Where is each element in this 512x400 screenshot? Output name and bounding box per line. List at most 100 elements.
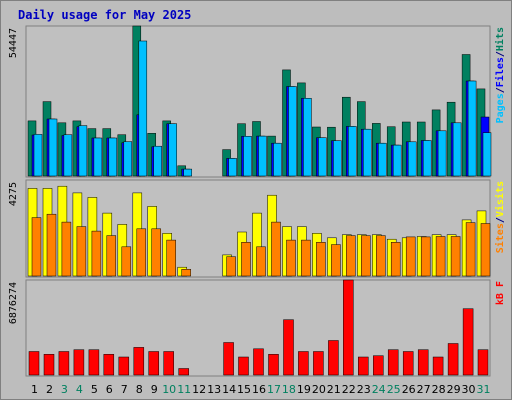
bar-middle-sites-day-7 [121,246,132,277]
bar-bottom-kb-f-day-18 [283,319,294,376]
bar-middle-sites-day-17 [271,221,281,277]
bar-bottom-kb-f-day-8 [133,347,145,376]
bar-bottom-kb-f-day-3 [58,351,70,376]
bar-middle-sites-day-16 [256,246,266,277]
bar-middle-sites-day-27 [420,236,431,277]
xtick-day-20: 20 [312,383,326,396]
bar-bottom-kb-f-day-16 [253,348,264,376]
bar-top-pages-day-18 [288,86,297,177]
bar-top-pages-day-9 [153,145,162,177]
bar-middle-sites-day-9 [151,228,161,277]
xtick-day-5: 5 [91,383,98,396]
bar-bottom-kb-f-day-10 [163,351,174,376]
bar-top-pages-day-17 [273,142,282,177]
bar-top-pages-day-30 [467,80,477,177]
bar-bottom-kb-f-day-2 [43,354,55,376]
bar-middle-sites-day-11 [181,269,191,277]
bar-bottom-kb-f-day-17 [268,354,279,376]
bar-top-pages-day-14 [228,158,237,177]
legend-top-part-0: Pages [495,93,506,123]
xtick-day-25: 25 [387,383,401,396]
xtick-day-19: 19 [297,383,311,396]
xtick-day-15: 15 [237,383,251,396]
bar-middle-sites-day-23 [361,235,371,277]
xtick-day-11: 11 [177,383,191,396]
bar-middle-sites-day-18 [286,239,296,277]
bar-middle-sites-day-20 [316,242,326,277]
legend-middle-part-1: / [495,217,506,223]
xtick-day-2: 2 [46,383,53,396]
xtick-day-21: 21 [327,383,341,396]
bar-bottom-kb-f-day-24 [373,355,384,376]
legend-top: Pages/Files/Hits [494,27,506,123]
bar-top-pages-day-23 [363,128,372,177]
xtick-day-27: 27 [417,383,431,396]
bar-bottom-kb-f-day-22 [343,279,354,376]
xtick-day-22: 22 [342,383,356,396]
xtick-day-23: 23 [357,383,371,396]
bar-top-pages-day-24 [378,142,387,177]
bar-bottom-kb-f-day-6 [103,354,115,376]
xtick-day-3: 3 [61,383,68,396]
bar-top-pages-day-15 [243,136,252,177]
xtick-day-12: 12 [192,383,206,396]
legend-top-part-4: Hits [494,27,506,51]
ytick-max-top: 54447 [8,28,19,58]
xtick-day-29: 29 [447,383,461,396]
bar-bottom-kb-f-day-5 [88,349,100,376]
ytick-max-middle: 4275 [8,182,19,206]
xtick-day-7: 7 [121,383,128,396]
bar-top-pages-day-26 [407,141,417,177]
bar-bottom-kb-f-day-25 [387,349,399,376]
bar-bottom-kb-f-day-7 [118,356,130,376]
xtick-day-4: 4 [76,383,83,396]
bar-top-pages-day-22 [348,126,357,177]
bar-top-pages-day-6 [108,137,118,177]
bar-bottom-kb-f-day-30 [462,308,474,376]
bar-top-pages-day-5 [93,137,103,177]
bar-top-pages-day-16 [258,135,267,177]
bar-middle-sites-day-5 [91,230,102,277]
bar-middle-sites-day-10 [166,239,176,277]
bar-middle-sites-day-15 [241,242,251,277]
bar-middle-sites-day-25 [390,242,401,277]
bar-middle-sites-day-3 [61,221,72,277]
bar-middle-sites-day-29 [450,236,461,277]
bar-bottom-kb-f-day-31 [477,349,489,376]
bar-middle-sites-day-28 [435,236,446,277]
bar-top-pages-day-27 [422,140,432,177]
bar-bottom-kb-f-day-14 [223,342,234,376]
xtick-day-1: 1 [31,383,38,396]
xtick-day-14: 14 [222,383,236,396]
xtick-day-26: 26 [402,383,416,396]
legend-bottom: kB F [495,281,506,305]
ytick-max-bottom: 6876274 [8,282,19,324]
xtick-day-18: 18 [282,383,296,396]
bar-bottom-kb-f-day-26 [402,351,414,376]
bar-middle-sites-day-19 [301,239,311,277]
bar-top-pages-day-21 [333,140,342,177]
bar-top-pages-day-3 [63,134,73,177]
bar-middle-sites-day-8 [136,228,147,277]
legend-middle-part-0: Sites [494,223,506,253]
bar-middle-sites-day-2 [46,213,57,277]
bar-top-pages-day-29 [452,122,462,177]
bar-bottom-kb-f-day-23 [358,356,369,376]
xtick-day-17: 17 [267,383,281,396]
bar-bottom-kb-f-day-27 [417,349,429,376]
bar-top-pages-day-7 [123,141,133,177]
bar-top-pages-day-20 [318,137,327,177]
xtick-day-9: 9 [151,383,158,396]
bar-top-pages-day-8 [138,40,148,177]
xtick-day-13: 13 [207,383,221,396]
bar-top-pages-day-28 [437,130,447,177]
bar-top-pages-day-10 [168,123,177,177]
bar-top-pages-day-1 [33,134,43,177]
bar-top-pages-day-31 [482,132,492,177]
bar-top-pages-day-4 [78,125,88,177]
bar-top-pages-day-2 [48,118,58,177]
bar-middle-sites-day-31 [480,223,491,277]
legend-top-part-3: / [495,51,506,57]
bar-middle-sites-day-24 [376,235,386,277]
